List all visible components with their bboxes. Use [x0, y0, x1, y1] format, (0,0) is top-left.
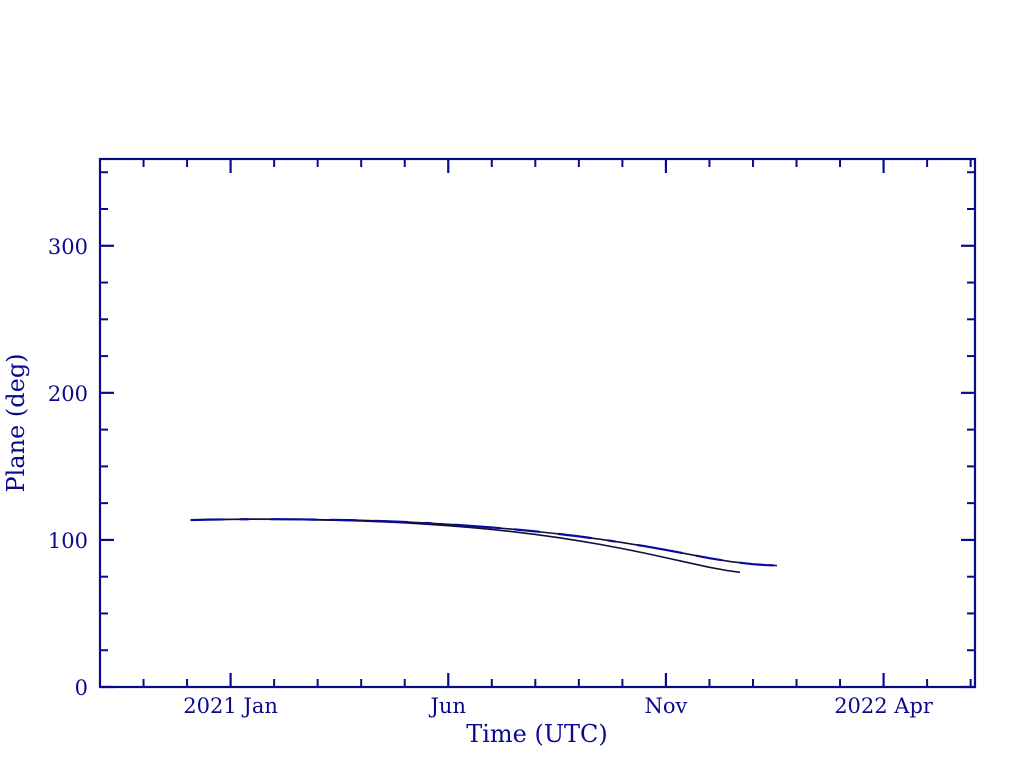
- axis-ticks: [99, 159, 975, 689]
- y-tick-label: 300: [48, 235, 88, 259]
- series-plane-lower: [190, 518, 741, 574]
- y-axis-title: Plane (deg): [2, 353, 30, 492]
- x-tick-label: Nov: [644, 694, 687, 718]
- x-tick-label: 2022 Apr: [834, 694, 934, 718]
- plot-frame: [98, 157, 977, 689]
- x-axis-title: Time (UTC): [466, 720, 608, 748]
- y-tick-label: 0: [75, 676, 88, 700]
- data-series-group: [190, 518, 777, 574]
- y-tick-label: 100: [48, 529, 88, 553]
- x-tick-label: 2021 Jan: [183, 694, 278, 718]
- x-tick-labels: 2021 Jan Jun Nov 2022 Apr: [183, 694, 934, 718]
- y-tick-label: 200: [48, 382, 88, 406]
- x-tick-label: Jun: [429, 694, 466, 718]
- y-tick-labels: 0 100 200 300: [48, 235, 88, 700]
- series-plane-upper-overlay: [190, 518, 777, 567]
